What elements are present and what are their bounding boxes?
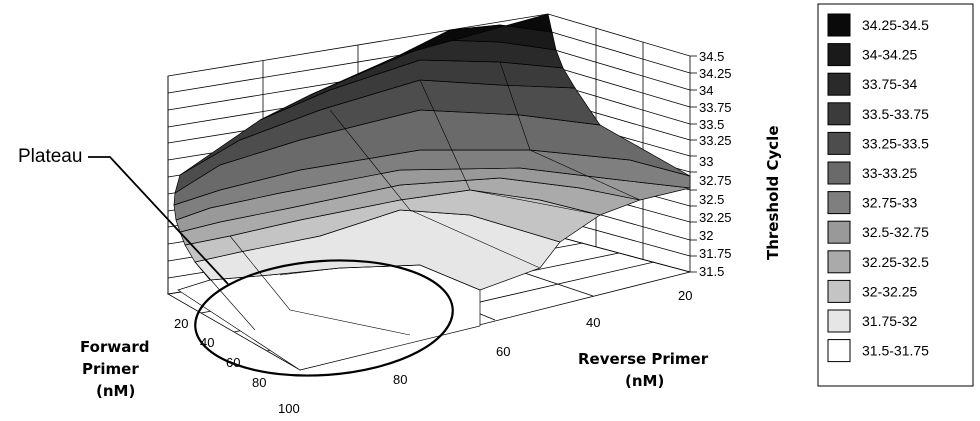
legend-label: 33.75-34 xyxy=(862,76,917,92)
z-tick-label: 31.75 xyxy=(699,246,732,261)
y-tick-label: 20 xyxy=(678,288,692,303)
legend-label: 34-34.25 xyxy=(862,47,917,63)
z-tick-label: 34.25 xyxy=(699,66,732,81)
legend-swatch xyxy=(827,339,851,363)
y-tick-label: 80 xyxy=(393,372,407,387)
z-ticks xyxy=(690,55,697,273)
legend-swatch xyxy=(827,72,851,96)
legend-items: 34.25-34.5 34-34.25 33.75-34 33.5-33.75 33.2… xyxy=(827,13,929,363)
legend-label: 32-32.25 xyxy=(862,283,917,299)
z-tick-label: 32.5 xyxy=(699,192,724,207)
legend-swatch xyxy=(827,309,851,333)
y-tick-label: 60 xyxy=(496,344,510,359)
plateau-ellipse xyxy=(194,259,454,377)
z-axis-title: Threshold Cycle xyxy=(764,126,782,261)
x-tick-labels: 20 40 60 80 100 xyxy=(174,316,300,416)
z-tick-label: 32.25 xyxy=(699,210,732,225)
legend-label: 34.25-34.5 xyxy=(862,17,929,33)
x-axis-title-line: Primer xyxy=(82,360,139,378)
x-tick-label: 100 xyxy=(278,401,300,416)
legend-swatch xyxy=(827,250,851,274)
legend-label: 33.25-33.5 xyxy=(862,135,929,151)
y-tick-label: 40 xyxy=(586,315,600,330)
z-tick-label: 34.5 xyxy=(699,49,724,64)
legend-swatch xyxy=(827,279,851,303)
z-tick-label: 32 xyxy=(699,228,713,243)
z-tick-label: 33 xyxy=(699,154,713,169)
plateau-leader-line xyxy=(88,156,229,285)
y-axis-title: Reverse Primer (nM) xyxy=(578,350,709,390)
legend-swatch xyxy=(827,102,851,126)
x-axis-title-line: Forward xyxy=(80,338,149,356)
legend-swatch xyxy=(827,131,851,155)
surface-mesh xyxy=(194,61,641,336)
band-34.25-34.5 xyxy=(399,13,553,56)
legend-label: 31.75-32 xyxy=(862,313,917,329)
z-tick-label: 33.5 xyxy=(699,117,724,132)
y-tick-labels: 20 40 60 80 xyxy=(393,288,692,387)
x-axis-title-line: (nM) xyxy=(96,382,135,400)
legend-label: 33.5-33.75 xyxy=(862,106,929,122)
plateau-label: Plateau xyxy=(18,146,82,167)
x-tick-label: 20 xyxy=(174,316,188,331)
legend-swatch xyxy=(827,191,851,215)
z-tick-label: 31.5 xyxy=(699,264,724,279)
plateau-annotation: Plateau xyxy=(18,146,454,377)
y-axis-title-line: Reverse Primer xyxy=(578,350,709,368)
x-axis-title: Forward Primer (nM) xyxy=(80,338,149,400)
legend-swatch xyxy=(827,43,851,67)
y-axis-title-line: (nM) xyxy=(625,372,664,390)
legend-label: 33-33.25 xyxy=(862,165,917,181)
band-31.5-31.75 xyxy=(177,264,481,371)
surface-bands xyxy=(173,13,691,371)
legend-label: 32.25-32.5 xyxy=(862,254,929,270)
legend-label: 31.5-31.75 xyxy=(862,343,929,359)
z-tick-label: 33.25 xyxy=(699,133,732,148)
legend: 34.25-34.5 34-34.25 33.75-34 33.5-33.75 33.2… xyxy=(817,3,974,387)
x-tick-label: 80 xyxy=(252,375,266,390)
legend-swatch xyxy=(827,220,851,244)
z-tick-label: 32.75 xyxy=(699,173,732,188)
legend-swatch xyxy=(827,13,851,37)
z-tick-label: 33.75 xyxy=(699,100,732,115)
legend-label: 32.5-32.75 xyxy=(862,224,929,240)
legend-swatch xyxy=(827,161,851,185)
z-tick-label: 34 xyxy=(699,83,713,98)
legend-label: 32.75-33 xyxy=(862,195,917,211)
z-tick-labels: 34.5 34.25 34 33.75 33.5 33.25 33 32.75 … xyxy=(699,49,732,279)
